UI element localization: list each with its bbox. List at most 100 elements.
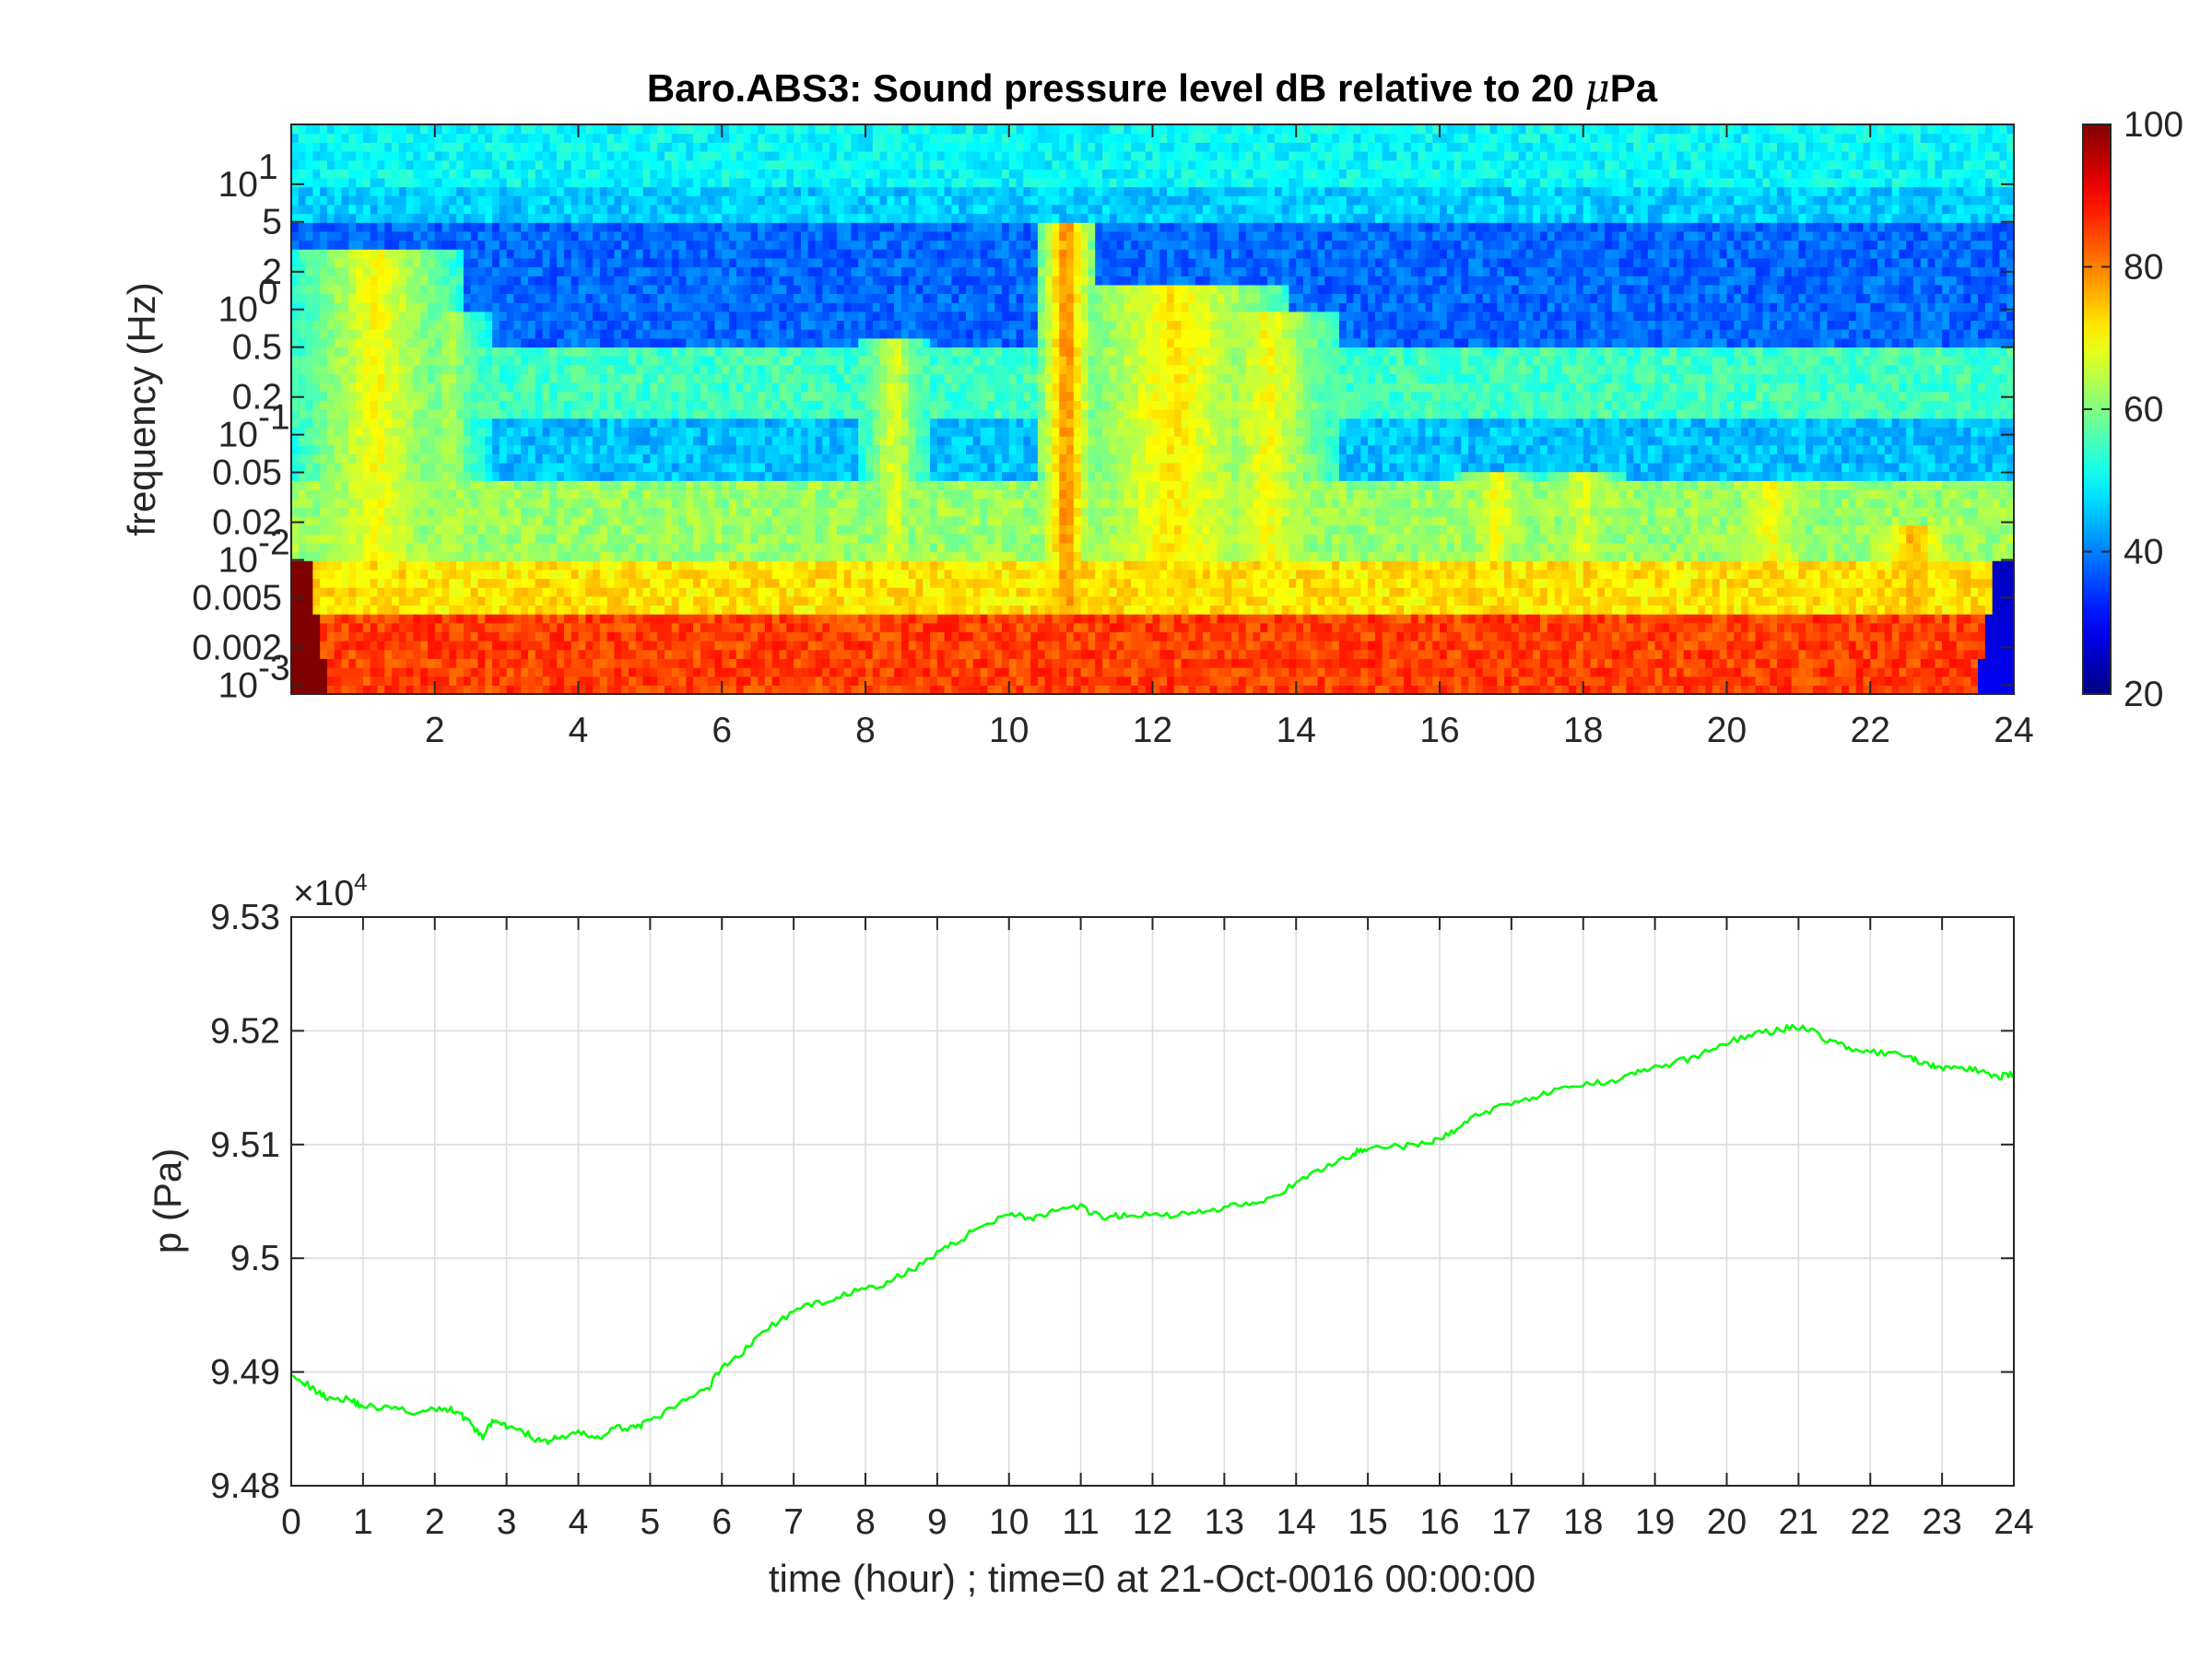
spectrogram-cell <box>1267 534 1276 544</box>
spectrogram-cell <box>930 614 938 624</box>
spectrogram-cell <box>1999 667 2007 677</box>
spectrogram-cell <box>1382 560 1391 571</box>
spectrogram-cell <box>771 595 781 606</box>
spectrogram-cell <box>1948 515 1958 526</box>
spectrogram-cell <box>707 534 716 544</box>
spectrogram-cell <box>1425 685 1433 694</box>
spectrogram-cell <box>1547 649 1556 659</box>
spectrogram-cell <box>1382 587 1391 597</box>
spectrogram-cell <box>1482 605 1491 615</box>
spectrogram-cell <box>1899 622 1907 633</box>
spectrogram-cell <box>1935 631 1943 641</box>
spectrogram-cell <box>1052 560 1060 571</box>
spectrogram-cell <box>1137 534 1147 544</box>
spectrogram-cell <box>1806 622 1814 633</box>
spectrogram-cell <box>1080 542 1089 553</box>
spectrogram-cell <box>1641 641 1649 651</box>
spectrogram-cell <box>980 676 988 686</box>
spectrogram-cell <box>1324 507 1333 517</box>
spectrogram-cell <box>1137 685 1147 694</box>
spectrogram-cell <box>1978 551 1986 561</box>
spectrogram-cell <box>642 524 651 535</box>
spectrogram-cell <box>1425 560 1433 571</box>
spectrogram-cell <box>1181 524 1190 535</box>
spectrogram-cell <box>1525 685 1534 694</box>
spectrogram-cell <box>735 685 745 694</box>
spectrogram-cell <box>1963 631 1971 641</box>
spectrogram-cell <box>1260 542 1268 553</box>
spectrogram-cell <box>1374 551 1383 561</box>
spectrogram-cell <box>664 560 673 571</box>
spectrogram-cell <box>771 649 781 659</box>
spectrogram-cell <box>521 507 529 517</box>
spectrogram-cell <box>362 534 371 544</box>
spectrogram-cell <box>1360 605 1369 615</box>
spectrogram-cell <box>858 622 866 633</box>
spectrogram-cell <box>1884 515 1893 526</box>
spectrogram-cell <box>908 676 917 686</box>
spectrogram-cell <box>362 641 371 651</box>
spectrogram-cell <box>1037 685 1046 694</box>
spectrogram-cell <box>1001 587 1010 597</box>
spectrogram-cell <box>1942 534 1950 544</box>
spectrogram-cell <box>571 614 580 624</box>
spectrogram-cell <box>1418 658 1427 668</box>
spectrogram-cell <box>542 524 550 535</box>
spectrogram-cell <box>843 667 853 677</box>
spectrogram-cell <box>1812 676 1821 686</box>
spectrogram-cell <box>1023 551 1031 561</box>
spectrogram-cell <box>1404 595 1412 606</box>
spectrogram-cell <box>1073 614 1082 624</box>
spectrogram-cell <box>463 569 472 580</box>
spectrogram-cell <box>1124 542 1132 553</box>
spectrogram-cell <box>549 676 558 686</box>
spectrogram-cell <box>384 569 393 580</box>
spectrogram-cell <box>1389 658 1397 668</box>
spectrogram-cell <box>1181 569 1190 580</box>
spectrogram-cell <box>1382 569 1391 580</box>
spectrogram-cell <box>1870 542 1878 553</box>
spectrogram-cell <box>1016 551 1024 561</box>
spectrogram-cell <box>786 676 794 686</box>
spectrogram-cell <box>686 524 694 535</box>
spectrogram-cell <box>1188 534 1196 544</box>
spectrogram-cell <box>434 578 443 588</box>
spectrogram-cell <box>1245 595 1254 606</box>
spectrogram-cell <box>599 641 608 651</box>
spectrogram-cell <box>966 595 974 606</box>
spectrogram-cell <box>1489 676 1498 686</box>
spectrogram-cell <box>851 542 859 553</box>
spectrogram-cell <box>1497 622 1505 633</box>
spectrogram-cell <box>779 507 787 517</box>
spectrogram-cell <box>664 614 673 624</box>
spectrogram-cell <box>621 542 629 553</box>
spectrogram-cell <box>686 507 694 517</box>
spectrogram-cell <box>1611 524 1620 535</box>
spectrogram-cell <box>1446 578 1455 588</box>
spectrogram-cell <box>1676 524 1685 535</box>
spectrogram-cell <box>1195 676 1204 686</box>
spectrogram-cell <box>1173 515 1182 526</box>
spectrogram-cell <box>707 524 716 535</box>
spectrogram-cell <box>1073 578 1082 588</box>
spectrogram-cell <box>843 515 853 526</box>
spectrogram-cell <box>1533 676 1541 686</box>
spectrogram-cell <box>362 685 371 694</box>
spectrogram-cell <box>1583 507 1592 517</box>
spectrogram-cell <box>779 641 787 651</box>
spectrogram-cell <box>972 542 982 553</box>
spectrogram-cell <box>312 507 321 517</box>
spectrogram-cell <box>1762 605 1771 615</box>
spectrogram-cell <box>1497 578 1505 588</box>
spectrogram-cell <box>406 622 414 633</box>
spectrogram-cell <box>1368 595 1376 606</box>
spectrogram-cell <box>1338 676 1347 686</box>
spectrogram-cell <box>1267 685 1276 694</box>
spectrogram-cell <box>1834 658 1842 668</box>
spectrogram-cell <box>477 641 486 651</box>
spectrogram-cell <box>621 658 629 668</box>
spectrogram-cell <box>1863 560 1871 571</box>
spectrogram-cell <box>1783 587 1793 597</box>
spectrogram-cell <box>1942 595 1950 606</box>
spectrogram-cell <box>384 605 393 615</box>
